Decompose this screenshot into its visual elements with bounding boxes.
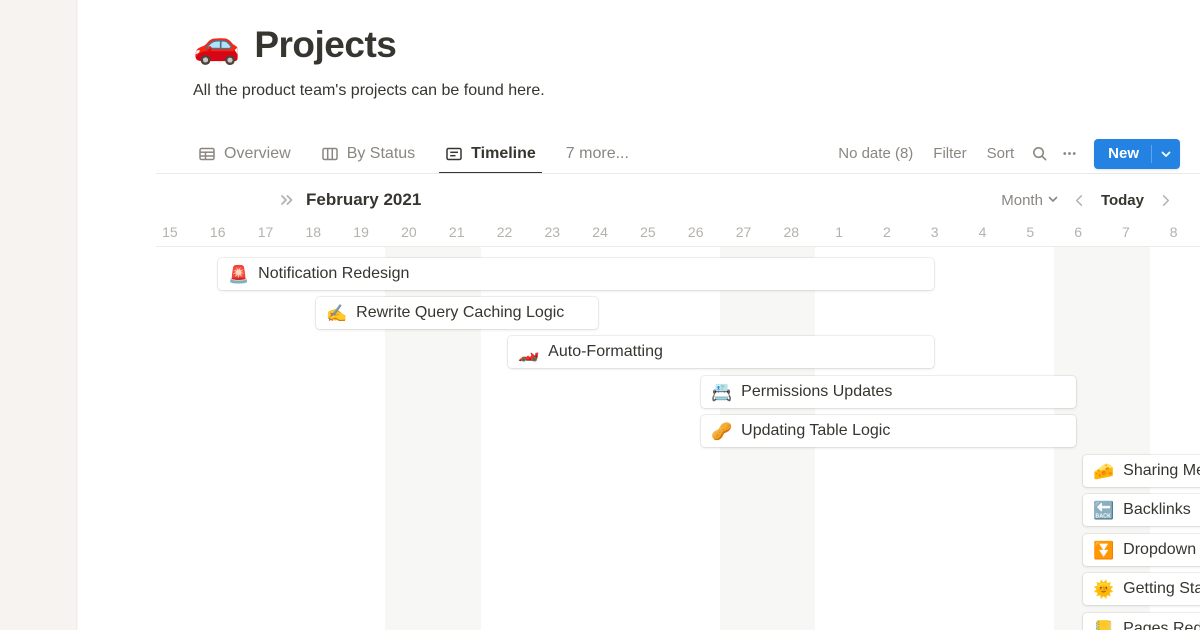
ruler-day: 3: [930, 224, 939, 240]
filter-button[interactable]: Filter: [933, 145, 967, 162]
tab-overview-label: Overview: [224, 144, 291, 162]
ruler-day: 28: [783, 224, 800, 240]
timeline-bar-label: Permissions Updates: [741, 383, 893, 400]
sidebar-divider: [76, 0, 78, 630]
ledger-icon: 📒: [1093, 619, 1115, 630]
tabs-more-button[interactable]: 7 more...: [565, 144, 629, 162]
timeline-bar[interactable]: 🏎️ Auto-Formatting: [508, 336, 934, 368]
new-dropdown-chevron-down-icon[interactable]: [1152, 139, 1180, 169]
ruler-day: 16: [209, 224, 226, 240]
timeline-bar-label: Pages Redesign: [1123, 620, 1200, 630]
ruler-day: 23: [544, 224, 561, 240]
weekend-column: [1102, 247, 1150, 630]
new-button-group: New: [1094, 138, 1180, 169]
sun-with-face-icon: 🌞: [1093, 579, 1115, 599]
timeline-bar-label: Updating Table Logic: [741, 422, 891, 439]
ruler-day: 25: [640, 224, 656, 240]
ruler-day: 15: [162, 224, 178, 240]
timeline-month-label: February 2021: [306, 190, 422, 209]
timeline-bar[interactable]: 🌞 Getting Started Page: [1083, 573, 1200, 605]
timeline-prev-chevron-left-icon[interactable]: [1067, 187, 1093, 213]
ruler-day: 17: [257, 224, 274, 240]
card-index-icon: 📇: [711, 382, 733, 402]
tab-timeline-label: Timeline: [471, 144, 536, 162]
timeline-bar[interactable]: 🥜 Updating Table Logic: [701, 415, 1076, 447]
new-button[interactable]: New: [1108, 144, 1139, 162]
tab-timeline[interactable]: Timeline: [439, 134, 542, 174]
timeline-bar[interactable]: 🚨 Notification Redesign: [218, 258, 934, 290]
ruler-day: 6: [1074, 224, 1082, 240]
timeline-bar[interactable]: 🔙 Backlinks: [1083, 494, 1200, 526]
ruler-day: 21: [448, 224, 465, 240]
ruler-day: 20: [401, 224, 417, 240]
sort-button[interactable]: Sort: [986, 145, 1015, 162]
view-tabs: Overview By Status: [196, 133, 1196, 174]
back-arrow-icon: 🔙: [1093, 500, 1115, 520]
ruler-day: 8: [1169, 224, 1178, 240]
tabbar-divider: [156, 173, 1200, 174]
timeline-date-ruler[interactable]: 1516171819202122232425262728123456789: [156, 218, 1200, 247]
new-button-divider: [1151, 144, 1152, 163]
timeline-header: February 2021: [156, 182, 1200, 218]
board-icon: [321, 145, 339, 163]
timeline-bar-label: Rewrite Query Caching Logic: [356, 304, 565, 321]
ruler-day: 27: [735, 224, 752, 240]
ruler-day: 5: [1026, 224, 1035, 240]
timeline-bar[interactable]: 📇 Permissions Updates: [701, 376, 1076, 408]
timeline-bar-label: Getting Started Page: [1123, 580, 1200, 597]
timeline-grid[interactable]: 🚨 Notification Redesign ✍️ Rewrite Query Ca…: [156, 247, 1200, 630]
no-date-button[interactable]: No date (8): [838, 145, 914, 162]
timeline-today-button[interactable]: Today: [1100, 191, 1144, 209]
timeline-controls: Month Today: [995, 182, 1178, 218]
racing-car-icon: 🏎️: [518, 342, 540, 362]
ruler-day: 18: [305, 224, 322, 240]
month-group: February 2021: [278, 190, 421, 210]
tab-by-status[interactable]: By Status: [319, 134, 417, 174]
ruler-day: 26: [687, 224, 704, 240]
fast-down-button-icon: ⏬: [1093, 540, 1115, 560]
timeline-scale-label: Month: [1001, 191, 1043, 209]
page-description[interactable]: All the product team's projects can be f…: [193, 82, 545, 99]
timeline-bar-label: Auto-Formatting: [548, 343, 663, 360]
page-title[interactable]: Projects: [254, 24, 397, 65]
timeline-bar[interactable]: ✍️ Rewrite Query Caching Logic: [316, 297, 598, 329]
writing-hand-icon: ✍️: [326, 303, 348, 323]
timeline-next-chevron-right-icon[interactable]: [1152, 187, 1178, 213]
ruler-day: 7: [1122, 224, 1130, 240]
timeline-bar[interactable]: ⏬ Dropdown on Web: [1083, 534, 1200, 566]
timeline-icon: [445, 145, 463, 163]
ruler-day: 4: [978, 224, 987, 240]
automobile-icon: 🚗: [193, 24, 241, 66]
tab-overview[interactable]: Overview: [196, 134, 293, 174]
tab-by-status-label: By Status: [346, 144, 416, 162]
ruler-day: 1: [835, 224, 843, 240]
ellipsis-icon[interactable]: [1054, 140, 1084, 168]
timeline-bar-label: Notification Redesign: [258, 265, 410, 282]
chevrons-right-icon[interactable]: [278, 191, 296, 209]
search-icon[interactable]: [1024, 140, 1054, 168]
ruler-day: 24: [592, 224, 608, 240]
peanuts-icon: 🥜: [711, 421, 733, 441]
chevron-down-icon: [1047, 192, 1059, 209]
title-row: 🚗 Projects: [193, 24, 1093, 66]
left-sidebar-strip: [0, 0, 76, 630]
cheese-wedge-icon: 🧀: [1093, 461, 1115, 481]
ruler-day: 22: [496, 224, 513, 240]
police-car-light-icon: 🚨: [228, 264, 250, 284]
view-toolbar: No date (8) Filter Sort New: [828, 133, 1180, 174]
timeline-bar-label: Dropdown on Web: [1123, 541, 1200, 558]
timeline-bar[interactable]: 📒 Pages Redesign: [1083, 613, 1200, 630]
page-header: 🚗 Projects All the product team's projec…: [193, 24, 1093, 102]
ruler-day: 19: [353, 224, 369, 240]
timeline-bar-label: Backlinks: [1123, 501, 1191, 518]
timeline-bar-label: Sharing Menu: [1123, 462, 1200, 479]
timeline-scale-select[interactable]: Month: [995, 189, 1065, 212]
timeline-bar[interactable]: 🧀 Sharing Menu: [1083, 455, 1200, 487]
ruler-day: 2: [883, 224, 891, 240]
table-icon: [198, 145, 216, 163]
main-content: 🚗 Projects All the product team's projec…: [78, 0, 1200, 630]
